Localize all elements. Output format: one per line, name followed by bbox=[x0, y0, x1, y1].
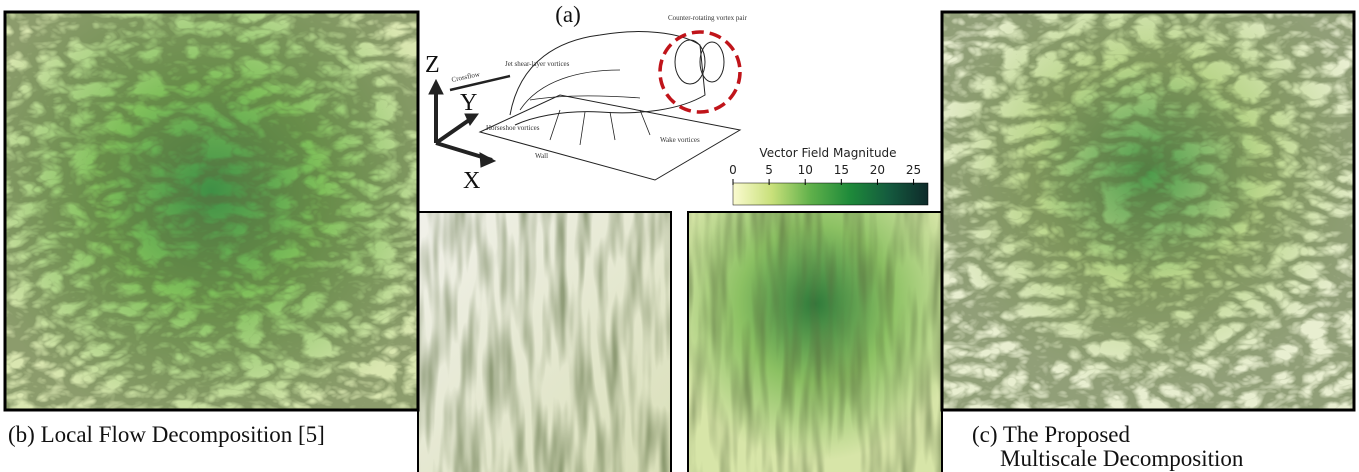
panel-label: (a) bbox=[555, 2, 581, 27]
axis-label: Z bbox=[425, 52, 440, 78]
annotation: Crossflow bbox=[451, 70, 482, 84]
caption: (c) The Proposed bbox=[972, 422, 1130, 447]
colorbar-tick-label: 0 bbox=[729, 163, 737, 177]
colorbar-tick-label: 15 bbox=[834, 163, 849, 177]
annotation: Counter-rotating vortex pair bbox=[668, 14, 747, 22]
axis-label: Y bbox=[460, 90, 477, 116]
figure: (a) Z Y X Crossflow Jet shear-layer vort… bbox=[0, 0, 1359, 472]
annotation: Wake vortices bbox=[660, 136, 700, 144]
colorbar bbox=[733, 183, 928, 205]
panel-c bbox=[942, 12, 1354, 410]
panel-b bbox=[5, 12, 418, 410]
annotation: Wall bbox=[535, 152, 548, 160]
panel-mid-right bbox=[688, 212, 942, 472]
colorbar-tick-label: 10 bbox=[798, 163, 813, 177]
axis-label: X bbox=[463, 168, 480, 194]
colorbar-tick-label: 5 bbox=[765, 163, 773, 177]
colorbar-title: Vector Field Magnitude bbox=[759, 146, 896, 160]
annotation: Horseshoe vortices bbox=[486, 124, 540, 132]
colorbar-tick-label: 20 bbox=[870, 163, 885, 177]
annotation: Jet shear-layer vortices bbox=[505, 60, 570, 68]
panel-mid-left bbox=[418, 212, 671, 472]
caption: (b) Local Flow Decomposition [5] bbox=[8, 422, 325, 447]
colorbar-tick-label: 25 bbox=[906, 163, 921, 177]
caption: Multiscale Decomposition bbox=[1000, 446, 1244, 471]
